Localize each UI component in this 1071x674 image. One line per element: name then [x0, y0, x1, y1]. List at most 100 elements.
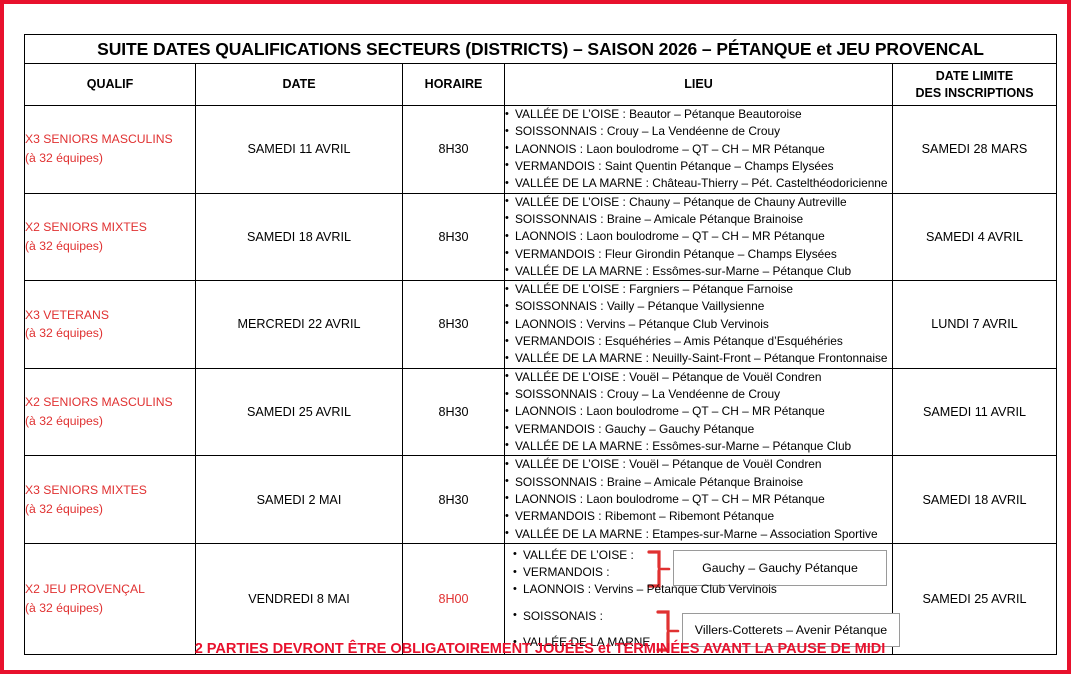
- lieu-group-a: VALLÉE DE L’OISE : VERMANDOIS :: [513, 546, 888, 588]
- list-item: SOISSONNAIS : Vailly – Pétanque Vaillysi…: [505, 298, 892, 315]
- table-row: X2 SENIORS MASCULINS (à 32 équipes) SAME…: [24, 367, 1057, 457]
- callout-box-villers-cotterets: Villers-Cotterets – Avenir Pétanque: [682, 612, 900, 647]
- lieu-group-a-lines: VALLÉE DE L’OISE : VERMANDOIS :: [513, 546, 888, 582]
- callout-text: Gauchy – Gauchy Pétanque: [702, 560, 858, 575]
- list-item: VERMANDOIS : Fleur Girondin Pétanque – C…: [505, 245, 892, 263]
- column-header-date: DATE: [195, 63, 403, 106]
- row-horaire: 8H30: [402, 367, 505, 457]
- qualif-subtitle: (à 32 équipes): [25, 238, 103, 253]
- qualif-category: X2 SENIORS MASCULINS (à 32 équipes): [24, 367, 196, 457]
- list-item: SOISSONNAIS : Braine – Amicale Pétanque …: [505, 210, 892, 228]
- list-item: VERMANDOIS : Gauchy – Gauchy Pétanque: [505, 420, 892, 438]
- row-horaire: 8H30: [402, 105, 505, 194]
- row-date-limite: SAMEDI 25 AVRIL: [892, 542, 1057, 656]
- callout-text: Villers-Cotterets – Avenir Pétanque: [694, 622, 888, 637]
- footer-note: 2 PARTIES DEVRONT ÊTRE OBLIGATOIREMENT J…: [194, 641, 886, 657]
- list-item: VALLÉE DE L’OISE : Fargniers – Pétanque …: [505, 281, 892, 298]
- row-horaire: 8H00: [402, 542, 505, 656]
- qualif-category: X3 SENIORS MASCULINS (à 32 équipes): [24, 105, 196, 194]
- list-item: VALLÉE DE LA MARNE : Neuilly-Saint-Front…: [505, 350, 892, 367]
- column-header-date-limite-line2: DES INSCRIPTIONS: [915, 85, 1034, 100]
- qualif-subtitle: (à 32 équipes): [25, 151, 103, 166]
- qualif-category: X2 JEU PROVENÇAL (à 32 équipes): [24, 542, 196, 656]
- list-item: VERMANDOIS : Saint Quentin Pétanque – Ch…: [505, 157, 892, 175]
- list-item: VERMANDOIS : Ribemont – Ribemont Pétanqu…: [505, 508, 892, 525]
- page-title: SUITE DATES QUALIFICATIONS SECTEURS (DIS…: [24, 34, 1057, 64]
- list-item: SOISSONAIS :: [513, 607, 888, 625]
- list-item: VALLÉE DE L’OISE : Beautor – Pétanque Be…: [505, 105, 892, 123]
- row-date: SAMEDI 25 AVRIL: [195, 367, 403, 457]
- lieu-list: VALLÉE DE L’OISE : Beautor – Pétanque Be…: [505, 105, 892, 193]
- row-lieu: VALLÉE DE L’OISE : Beautor – Pétanque Be…: [504, 105, 893, 194]
- row-horaire: 8H30: [402, 455, 505, 544]
- qualif-subtitle: (à 32 équipes): [25, 501, 103, 516]
- table-header-row: QUALIF DATE HORAIRE LIEU DATE LIMITE DES…: [24, 63, 1057, 106]
- lieu-group-b-lines: SOISSONAIS : VALLÉE DE LA MARNE: [513, 607, 888, 652]
- qualif-title: X2 SENIORS MIXTES: [25, 219, 147, 234]
- row-date: VENDREDI 8 MAI: [195, 542, 403, 656]
- row-date-limite: LUNDI 7 AVRIL: [892, 280, 1057, 369]
- document-sheet: SUITE DATES QUALIFICATIONS SECTEURS (DIS…: [24, 34, 1057, 656]
- column-header-horaire: HORAIRE: [402, 63, 505, 106]
- row-lieu: VALLÉE DE L’OISE : Vouël – Pétanque de V…: [504, 455, 893, 544]
- row-date-limite: SAMEDI 28 MARS: [892, 105, 1057, 194]
- qualif-subtitle: (à 32 équipes): [25, 326, 103, 341]
- list-item: VALLÉE DE L’OISE : Chauny – Pétanque de …: [505, 193, 892, 211]
- column-header-lieu: LIEU: [504, 63, 893, 106]
- list-item: SOISSONNAIS : Crouy – La Vendéenne de Cr…: [505, 123, 892, 140]
- list-item: LAONNOIS : Laon boulodrome – QT – CH – M…: [505, 490, 892, 508]
- table-row: X3 SENIORS MIXTES (à 32 équipes) SAMEDI …: [24, 455, 1057, 544]
- list-item: VALLÉE DE LA MARNE : Château-Thierry – P…: [505, 175, 892, 192]
- lieu-middle-line: LAONNOIS : Vervins – Pétanque Club Vervi…: [513, 581, 888, 598]
- row-lieu: VALLÉE DE L’OISE : Chauny – Pétanque de …: [504, 192, 893, 282]
- table-row-jeu-provencal: X2 JEU PROVENÇAL (à 32 équipes) VENDREDI…: [24, 542, 1057, 656]
- list-item: SOISSONNAIS : Braine – Amicale Pétanque …: [505, 473, 892, 491]
- row-lieu: VALLÉE DE L’OISE : Vouël – Pétanque de V…: [504, 367, 893, 457]
- list-item: VALLÉE DE LA MARNE : Etampes-sur-Marne –…: [505, 525, 892, 543]
- qualif-title: X2 JEU PROVENÇAL: [25, 582, 145, 597]
- qualif-title: X3 VETERANS: [25, 307, 109, 322]
- row-date-limite: SAMEDI 11 AVRIL: [892, 367, 1057, 457]
- list-item: VERMANDOIS :: [513, 564, 888, 581]
- qualifications-table: SUITE DATES QUALIFICATIONS SECTEURS (DIS…: [24, 34, 1057, 656]
- row-date-limite: SAMEDI 4 AVRIL: [892, 192, 1057, 282]
- row-date-limite: SAMEDI 18 AVRIL: [892, 455, 1057, 544]
- table-row: X3 VETERANS (à 32 équipes) MERCREDI 22 A…: [24, 280, 1057, 369]
- qualif-category: X3 VETERANS (à 32 équipes): [24, 280, 196, 369]
- row-date: SAMEDI 18 AVRIL: [195, 192, 403, 282]
- qualif-title: X3 SENIORS MIXTES: [25, 482, 147, 497]
- table-row: X3 SENIORS MASCULINS (à 32 équipes) SAME…: [24, 105, 1057, 194]
- list-item: VERMANDOIS : Esquéhéries – Amis Pétanque…: [505, 333, 892, 350]
- list-item: LAONNOIS : Laon boulodrome – QT – CH – M…: [505, 228, 892, 245]
- column-header-date-limite-line1: DATE LIMITE: [935, 68, 1014, 83]
- list-item: SOISSONNAIS : Crouy – La Vendéenne de Cr…: [505, 385, 892, 403]
- lieu-list: VALLÉE DE L’OISE : Vouël – Pétanque de V…: [505, 456, 892, 543]
- callout-box-gauchy: Gauchy – Gauchy Pétanque: [673, 549, 887, 586]
- row-date: MERCREDI 22 AVRIL: [195, 280, 403, 369]
- row-date: SAMEDI 11 AVRIL: [195, 105, 403, 194]
- list-item: VALLÉE DE LA MARNE : Essômes-sur-Marne –…: [505, 437, 892, 455]
- qualif-title: X3 SENIORS MASCULINS: [25, 132, 173, 147]
- table-row: X2 SENIORS MIXTES (à 32 équipes) SAMEDI …: [24, 192, 1057, 282]
- column-header-date-limite: DATE LIMITE DES INSCRIPTIONS: [892, 63, 1057, 106]
- lieu-list: VALLÉE DE L’OISE : Chauny – Pétanque de …: [505, 193, 892, 281]
- list-item: LAONNOIS : Laon boulodrome – QT – CH – M…: [505, 403, 892, 420]
- list-item: VALLÉE DE LA MARNE : Essômes-sur-Marne –…: [505, 262, 892, 280]
- qualif-category: X3 SENIORS MIXTES (à 32 équipes): [24, 455, 196, 544]
- row-date: SAMEDI 2 MAI: [195, 455, 403, 544]
- qualif-category: X2 SENIORS MIXTES (à 32 équipes): [24, 192, 196, 282]
- list-item: LAONNOIS : Laon boulodrome – QT – CH – M…: [505, 140, 892, 158]
- list-item: VALLÉE DE LA MARNE: [513, 634, 888, 651]
- row-horaire: 8H30: [402, 192, 505, 282]
- lieu-special-wrap: VALLÉE DE L’OISE : VERMANDOIS :: [513, 546, 900, 652]
- column-header-qualif: QUALIF: [24, 63, 196, 106]
- qualif-subtitle: (à 32 équipes): [25, 601, 103, 616]
- list-item: VALLÉE DE L’OISE : Vouël – Pétanque de V…: [505, 456, 892, 473]
- qualif-title: X2 SENIORS MASCULINS: [25, 395, 173, 410]
- qualif-subtitle: (à 32 équipes): [25, 413, 103, 428]
- row-lieu: VALLÉE DE L’OISE : VERMANDOIS :: [504, 542, 900, 656]
- row-horaire: 8H30: [402, 280, 505, 369]
- lieu-list: VALLÉE DE L’OISE : Vouël – Pétanque de V…: [505, 368, 892, 456]
- list-item: VALLÉE DE L’OISE : Vouël – Pétanque de V…: [505, 368, 892, 386]
